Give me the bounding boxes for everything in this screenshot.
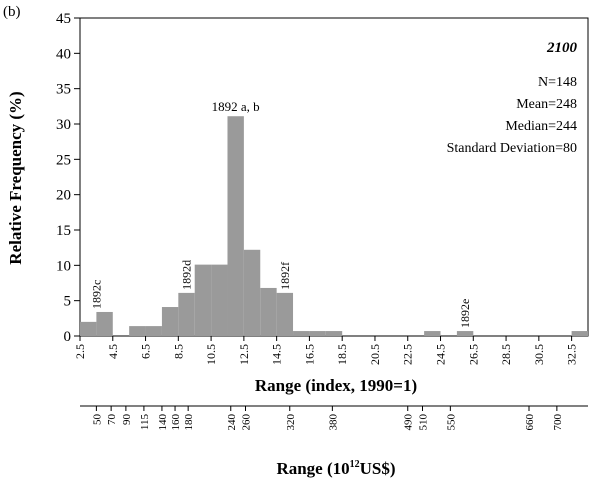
secondary-tick-label: 160 [170, 414, 182, 431]
x-axis-ticks: 2.5 4.5 6.5 8.5 10.5 12.5 14.5 16.5 18.5 20.5 22.5… [73, 336, 579, 365]
x-tick-label: 12.5 [237, 344, 251, 365]
secondary-tick-label: 490 [403, 414, 415, 431]
histogram-bar [571, 331, 588, 336]
stats-box: 2100 N=148 Mean=248 Median=244 Standard … [447, 40, 578, 156]
secondary-axis-title-main: Range (10 [276, 459, 349, 478]
x-tick-label: 28.5 [499, 344, 513, 365]
histogram-bar [260, 287, 277, 336]
y-tick-label: 20 [56, 188, 71, 204]
x-tick-label: 30.5 [532, 344, 546, 365]
stat-n: N=148 [538, 75, 577, 90]
secondary-tick-label: 700 [552, 414, 564, 431]
histogram-bar [145, 326, 162, 336]
x-tick-label: 18.5 [335, 344, 349, 365]
histogram-bars [80, 116, 588, 336]
x-tick-label: 10.5 [204, 344, 218, 365]
bar-annotation: 1892c [89, 280, 103, 309]
y-tick-label: 15 [56, 223, 71, 239]
y-axis-ticks: 0 5 10 15 20 25 30 35 40 45 [56, 11, 80, 345]
bar-annotation: 1892f [278, 262, 292, 290]
histogram-bar [227, 116, 244, 336]
histogram-bar [178, 292, 195, 336]
y-tick-label: 30 [56, 117, 71, 133]
y-tick-label: 10 [56, 258, 71, 274]
secondary-tick-label: 380 [327, 414, 339, 431]
y-tick-label: 5 [64, 294, 72, 310]
histogram-bar [96, 311, 113, 336]
x-tick-label: 16.5 [302, 344, 316, 365]
histogram-bar [325, 331, 343, 336]
x-tick-label: 24.5 [434, 344, 448, 365]
histogram-bar [211, 264, 228, 336]
y-axis-title: Relative Frequency (%) [6, 91, 25, 264]
y-tick-label: 25 [56, 152, 71, 168]
histogram-bar [293, 331, 310, 336]
histogram-bar [309, 331, 326, 336]
bar-annotations: 1892 a, b 1892c 1892d 1892f 1892e [89, 99, 472, 328]
secondary-tick-label: 260 [241, 414, 253, 431]
bar-annotation: 1892 a, b [212, 99, 260, 114]
secondary-axis-title-tail: US$) [360, 459, 396, 478]
y-axis-title-group: Relative Frequency (%) [6, 91, 25, 264]
secondary-tick-label: 320 [285, 414, 297, 431]
secondary-tick-label: 90 [121, 414, 133, 426]
x-tick-label: 14.5 [270, 344, 284, 365]
stat-mean: Mean=248 [516, 97, 577, 112]
secondary-tick-label: 115 [139, 414, 151, 431]
y-tick-label: 45 [56, 11, 71, 27]
secondary-tick-label: 240 [226, 414, 238, 431]
secondary-tick-label: 70 [106, 414, 118, 426]
histogram-bar [161, 307, 179, 336]
histogram-bar [243, 249, 261, 336]
x-tick-label: 6.5 [139, 344, 153, 359]
x-tick-label: 32.5 [565, 344, 579, 365]
x-tick-label: 20.5 [368, 344, 382, 365]
bar-annotation: 1892e [458, 299, 472, 328]
y-tick-label: 40 [56, 46, 71, 62]
stat-std-dev: Standard Deviation=80 [447, 141, 577, 156]
y-tick-label: 0 [64, 329, 72, 345]
y-tick-label: 35 [56, 82, 71, 98]
histogram-bar [276, 292, 294, 336]
histogram-bar [129, 326, 146, 336]
secondary-tick-label: 180 [183, 414, 195, 431]
histogram-bar [424, 331, 441, 336]
x-tick-label: 8.5 [171, 344, 185, 359]
histogram-bar [456, 331, 474, 336]
secondary-tick-label: 550 [445, 414, 457, 431]
x-tick-label: 22.5 [401, 344, 415, 365]
plot-frame [79, 17, 589, 337]
x-axis-title: Range (index, 1990=1) [255, 376, 417, 395]
x-tick-label: 4.5 [106, 344, 120, 359]
panel-label: (b) [3, 4, 21, 20]
stat-median: Median=244 [505, 119, 577, 134]
histogram-bar [80, 321, 97, 336]
secondary-tick-label: 660 [524, 414, 536, 431]
x-tick-label: 26.5 [466, 344, 480, 365]
bar-annotation: 1892d [180, 260, 194, 290]
secondary-axis: 50 70 90 115 140 160 180 240 260 320 380 490 510 550 6… [80, 405, 588, 431]
secondary-axis-title: Range (1012US$) [276, 459, 395, 478]
secondary-tick-label: 510 [417, 414, 429, 431]
secondary-axis-title-sup: 12 [350, 459, 360, 470]
x-tick-label: 2.5 [73, 344, 87, 359]
histogram-bar [194, 264, 212, 336]
secondary-tick-label: 140 [157, 414, 169, 431]
plot-frame-group [79, 17, 589, 337]
secondary-tick-label: 50 [91, 414, 103, 426]
scenario-label: 2100 [546, 40, 578, 56]
